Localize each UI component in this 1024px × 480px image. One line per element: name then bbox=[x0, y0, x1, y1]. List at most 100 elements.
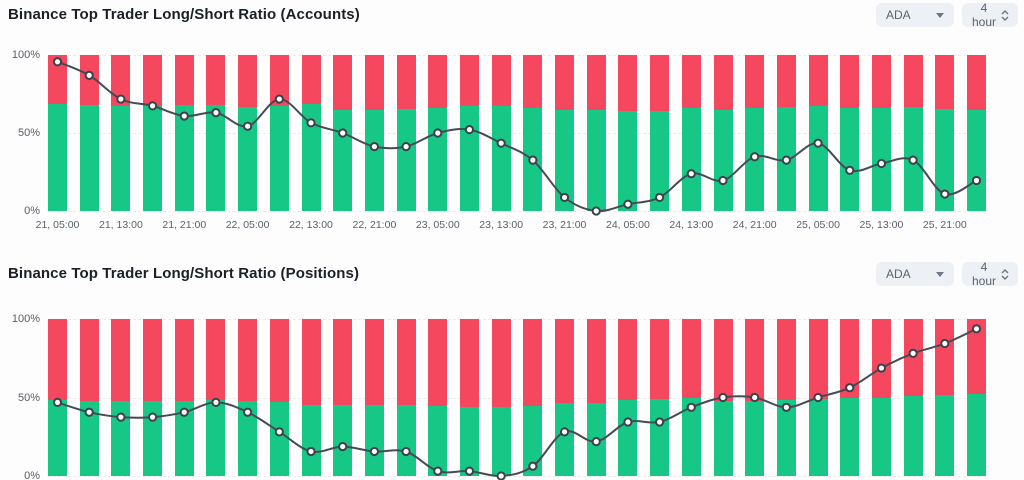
short-bar-segment bbox=[79, 319, 99, 401]
long-bar-segment bbox=[396, 404, 416, 476]
ratio-line bbox=[57, 60, 977, 213]
long-bar-segment bbox=[491, 406, 511, 476]
ratio-point bbox=[813, 392, 823, 403]
short-bar-segment bbox=[174, 319, 194, 401]
ratio-point bbox=[464, 466, 475, 476]
long-short-bar bbox=[618, 319, 638, 476]
long-short-bar bbox=[555, 55, 574, 211]
short-bar-segment bbox=[364, 55, 384, 110]
short-bar-segment bbox=[523, 319, 543, 407]
ratio-point bbox=[401, 141, 411, 152]
long-short-bar bbox=[111, 319, 131, 476]
ratio-point bbox=[876, 363, 887, 373]
short-bar-segment bbox=[903, 55, 923, 108]
left-axis-tick: 0% bbox=[24, 470, 40, 480]
long-bar-segment bbox=[681, 108, 701, 211]
short-bar-segment bbox=[301, 55, 321, 105]
interval-select-positions[interactable]: 4 hour bbox=[962, 260, 1018, 288]
short-bar-segment bbox=[871, 55, 891, 109]
coin-select-positions[interactable]: ADA bbox=[876, 262, 954, 286]
short-bar-segment bbox=[681, 319, 701, 399]
short-bar-segment bbox=[871, 319, 891, 398]
long-bar-segment bbox=[111, 105, 131, 211]
long-bar-segment bbox=[396, 108, 416, 211]
short-bar-segment bbox=[776, 55, 796, 108]
long-bar-segment bbox=[618, 399, 638, 476]
long-short-bar bbox=[143, 55, 163, 211]
interval-select-value: 4 hour bbox=[972, 260, 997, 288]
long-bar-segment bbox=[48, 399, 67, 476]
ratio-point bbox=[655, 417, 665, 427]
short-bar-segment bbox=[586, 55, 606, 111]
long-bar-segment bbox=[301, 104, 321, 211]
x-axis-tick: 23, 13:00 bbox=[479, 219, 524, 231]
short-bar-segment bbox=[618, 55, 638, 112]
ratio-point bbox=[528, 155, 538, 165]
ratio-point bbox=[686, 402, 696, 412]
long-short-bar bbox=[523, 319, 543, 476]
long-bar-segment bbox=[364, 404, 384, 476]
ratio-point bbox=[559, 192, 570, 203]
long-bar-segment bbox=[967, 110, 986, 211]
positions-chart-plot: 100%50%0%1.151.101.051.000.950.900.850.8… bbox=[12, 313, 986, 480]
interval-select-accounts[interactable]: 4 hour bbox=[962, 1, 1018, 29]
long-bar-segment bbox=[713, 400, 733, 476]
ratio-point bbox=[369, 141, 379, 152]
ratio-point bbox=[940, 338, 950, 349]
ratio-point bbox=[243, 121, 253, 131]
short-bar-segment bbox=[143, 319, 163, 402]
short-bar-segment bbox=[650, 319, 670, 400]
ratio-point bbox=[845, 165, 855, 175]
left-axis-tick: 100% bbox=[11, 313, 40, 325]
short-bar-segment bbox=[238, 55, 258, 108]
long-short-bar bbox=[840, 319, 860, 476]
long-short-bar bbox=[301, 55, 321, 211]
long-bar-segment bbox=[206, 104, 226, 211]
chevron-down-icon bbox=[936, 271, 944, 277]
ratio-point bbox=[591, 206, 601, 216]
short-bar-segment bbox=[808, 55, 828, 106]
short-bar-segment bbox=[111, 55, 131, 106]
ratio-point bbox=[781, 155, 791, 165]
long-bar-segment bbox=[301, 404, 321, 476]
ratio-point bbox=[559, 427, 570, 437]
gridline bbox=[48, 133, 986, 134]
short-bar-segment bbox=[681, 55, 701, 109]
long-bar-segment bbox=[808, 105, 828, 211]
long-short-bar bbox=[48, 319, 67, 476]
ratio-point bbox=[908, 155, 918, 165]
x-axis-tick: 24, 21:00 bbox=[732, 219, 777, 231]
long-short-bar bbox=[206, 319, 226, 476]
ratio-point bbox=[274, 427, 284, 437]
long-bar-segment bbox=[555, 110, 574, 211]
left-axis-tick: 50% bbox=[17, 391, 40, 404]
positions-chart-header: Binance Top Trader Long/Short Ratio (Pos… bbox=[8, 260, 1018, 290]
long-short-bar bbox=[238, 319, 258, 476]
positions-chart-controls: ADA 4 hour bbox=[876, 260, 1018, 288]
x-axis-tick: 22, 21:00 bbox=[352, 219, 397, 231]
x-axis-tick: 22, 13:00 bbox=[289, 219, 333, 231]
long-short-bar bbox=[269, 319, 289, 476]
x-axis-tick: 24, 05:00 bbox=[605, 219, 650, 231]
long-short-bar bbox=[935, 319, 955, 476]
ratio-point bbox=[147, 101, 158, 111]
long-short-bar bbox=[713, 319, 733, 476]
short-bar-segment bbox=[555, 55, 574, 111]
long-short-bar bbox=[428, 319, 448, 476]
long-short-bar bbox=[745, 319, 765, 476]
long-bar-segment bbox=[111, 401, 131, 476]
short-bar-segment bbox=[555, 319, 574, 403]
short-bar-segment bbox=[79, 55, 99, 105]
long-bar-segment bbox=[48, 104, 67, 211]
short-bar-segment bbox=[333, 55, 353, 110]
short-bar-segment bbox=[238, 319, 258, 401]
ratio-point bbox=[243, 407, 253, 417]
short-bar-segment bbox=[460, 55, 479, 106]
gridline bbox=[48, 55, 986, 56]
short-bar-segment bbox=[269, 55, 289, 107]
ratio-point bbox=[179, 407, 189, 417]
long-bar-segment bbox=[523, 406, 543, 476]
short-bar-segment bbox=[776, 319, 796, 400]
coin-select-accounts[interactable]: ADA bbox=[876, 3, 954, 27]
ratio-point bbox=[655, 192, 665, 203]
